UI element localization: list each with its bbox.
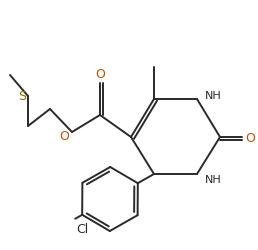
Text: O: O xyxy=(59,129,69,142)
Text: S: S xyxy=(18,90,26,103)
Text: Cl: Cl xyxy=(76,222,88,235)
Text: O: O xyxy=(245,131,255,144)
Text: O: O xyxy=(95,68,105,81)
Text: NH: NH xyxy=(205,91,221,101)
Text: NH: NH xyxy=(205,174,221,184)
